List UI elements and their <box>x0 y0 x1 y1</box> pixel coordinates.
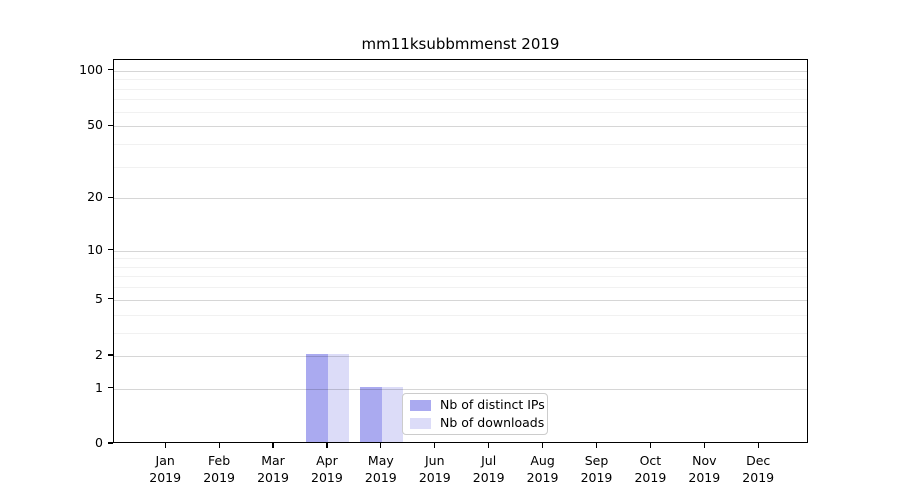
legend-swatch-distinct-ips <box>410 399 431 411</box>
y-tick-label: 5 <box>95 290 103 306</box>
x-tick-label: Jan 2019 <box>149 453 182 485</box>
y-tick-mark <box>108 196 113 198</box>
y-tick-label: 2 <box>95 346 103 362</box>
y-tick-label: 1 <box>95 379 103 395</box>
chart-title: mm11ksubbmmenst 2019 <box>361 35 560 53</box>
minor-gridline <box>114 332 807 334</box>
x-tick-mark <box>272 443 274 448</box>
y-tick-label: 20 <box>87 189 103 205</box>
plot-area <box>113 59 808 443</box>
x-tick-label: Apr 2019 <box>311 453 343 485</box>
x-tick-mark <box>434 443 436 448</box>
legend-item-distinct-ips: Nb of distinct IPs <box>403 398 547 412</box>
major-gridline <box>114 299 807 301</box>
y-tick-mark <box>108 354 113 356</box>
minor-gridline <box>114 79 807 81</box>
x-tick-mark <box>595 443 598 448</box>
minor-gridline <box>114 99 807 101</box>
bar-downloads-apr <box>327 353 350 442</box>
y-tick-mark <box>108 442 113 444</box>
x-tick-label: Dec 2019 <box>742 453 775 485</box>
x-tick-label: Nov 2019 <box>688 453 721 485</box>
legend-label-downloads: Nb of downloads <box>440 415 545 430</box>
x-tick-label: Jul 2019 <box>472 453 505 485</box>
minor-gridline <box>114 287 807 289</box>
x-tick-label: Aug 2019 <box>526 453 559 485</box>
minor-gridline <box>114 258 807 260</box>
y-tick-mark <box>108 69 113 71</box>
y-tick-label: 100 <box>79 61 103 77</box>
major-gridline <box>114 198 807 200</box>
x-tick-mark <box>757 443 759 448</box>
y-tick-mark <box>108 387 113 389</box>
minor-gridline <box>114 88 807 90</box>
y-tick-mark <box>108 248 113 251</box>
major-gridline <box>114 70 807 72</box>
x-tick-label: Mar 2019 <box>257 453 289 485</box>
x-tick-label: Oct 2019 <box>634 453 667 485</box>
x-tick-label: Feb 2019 <box>203 453 236 485</box>
x-tick-label: May 2019 <box>364 453 397 485</box>
y-tick-mark <box>108 124 113 126</box>
x-tick-label: Jun 2019 <box>418 453 451 485</box>
major-gridline <box>114 355 807 357</box>
major-gridline <box>114 250 807 252</box>
minor-gridline <box>114 266 807 268</box>
minor-gridline <box>114 166 807 168</box>
legend-label-distinct-ips: Nb of distinct IPs <box>440 397 545 412</box>
minor-gridline <box>114 314 807 316</box>
legend-item-downloads: Nb of downloads <box>403 416 547 430</box>
x-tick-mark <box>380 443 382 448</box>
x-tick-mark <box>326 443 328 448</box>
x-tick-label: Sep 2019 <box>580 453 613 485</box>
bars-layer <box>114 60 807 442</box>
y-tick-label: 50 <box>87 117 103 133</box>
x-tick-mark <box>488 443 490 448</box>
x-tick-mark <box>541 443 544 448</box>
x-tick-mark <box>164 443 166 448</box>
major-gridline <box>114 388 807 390</box>
x-tick-mark <box>649 443 651 448</box>
y-tick-label: 0 <box>95 435 103 450</box>
legend-swatch-downloads <box>410 417 431 429</box>
bar-downloads-may <box>381 386 404 442</box>
minor-gridline <box>114 276 807 278</box>
minor-gridline <box>114 111 807 113</box>
legend: Nb of distinct IPs Nb of downloads <box>402 393 548 435</box>
major-gridline <box>114 126 807 128</box>
y-tick-mark <box>108 298 113 300</box>
y-tick-label: 10 <box>87 241 103 257</box>
minor-gridline <box>114 143 807 145</box>
bar-distinct-ips-may <box>360 386 382 442</box>
x-tick-mark <box>218 443 220 448</box>
x-tick-mark <box>703 443 705 448</box>
gridlines-layer <box>114 60 807 442</box>
bar-distinct-ips-apr <box>306 353 328 442</box>
